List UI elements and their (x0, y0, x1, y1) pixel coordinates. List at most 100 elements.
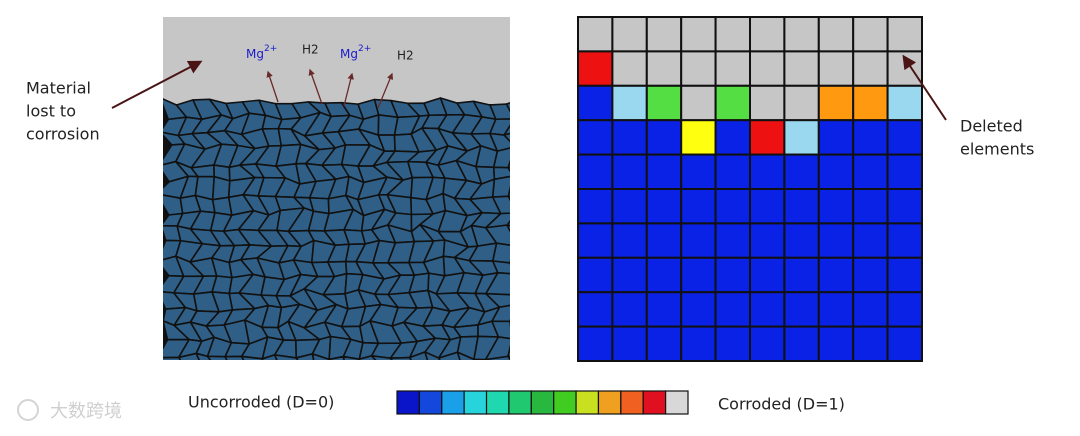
color-bar-cell (620, 390, 644, 415)
grain (489, 103, 510, 121)
element (714, 256, 751, 294)
species: H2 (397, 49, 414, 63)
grain (507, 185, 510, 198)
element (852, 325, 889, 363)
grain (507, 166, 510, 173)
element (680, 291, 717, 328)
element (645, 188, 683, 225)
arrow (902, 54, 947, 121)
grain (507, 159, 510, 169)
grain (177, 352, 201, 360)
element (680, 256, 717, 294)
grain (163, 356, 182, 360)
element (886, 188, 923, 225)
annotation-line: corrosion (26, 125, 100, 144)
element (817, 188, 855, 225)
element (611, 153, 648, 191)
grain (206, 355, 228, 360)
species: Mg2+ (340, 44, 371, 61)
element (680, 16, 717, 53)
element (611, 188, 648, 225)
grain (491, 304, 510, 323)
color-bar-cell (553, 390, 577, 415)
element (749, 325, 786, 363)
grain (211, 175, 231, 201)
color-bar-cell (485, 390, 510, 415)
grain (506, 224, 510, 233)
element (749, 188, 786, 225)
element (611, 222, 648, 259)
element (611, 50, 648, 87)
grain (503, 132, 510, 143)
element (783, 188, 820, 225)
element (645, 153, 683, 191)
color-bar-cell (463, 390, 488, 415)
grain (295, 353, 315, 360)
legend-label: Corroded (D=1) (718, 395, 845, 414)
element (749, 153, 786, 191)
element (714, 291, 751, 328)
element (680, 50, 717, 87)
grain (507, 344, 510, 358)
element (645, 84, 683, 122)
element (852, 222, 889, 259)
grain (358, 355, 377, 360)
element (645, 119, 683, 156)
arrow (343, 72, 354, 107)
element (886, 291, 923, 328)
element (611, 16, 648, 53)
element (852, 16, 889, 53)
color-bar-cell (418, 390, 443, 415)
element (577, 222, 614, 259)
element (852, 84, 889, 122)
grain (511, 293, 529, 305)
grain (240, 355, 264, 360)
color-bar-cell (530, 390, 555, 415)
element (817, 153, 855, 191)
element (680, 188, 717, 225)
element (680, 222, 717, 259)
color-bar (396, 390, 689, 415)
element (852, 256, 889, 294)
annotation-line: Deleted (960, 117, 1023, 136)
grain (473, 358, 487, 360)
element (783, 291, 820, 328)
species-base: Mg (340, 47, 358, 61)
element (714, 50, 751, 87)
grain (507, 195, 510, 202)
element (645, 16, 683, 53)
grain (328, 355, 345, 360)
element (783, 222, 820, 259)
element (714, 16, 751, 53)
element (749, 84, 786, 122)
element (886, 119, 923, 156)
element (886, 325, 923, 363)
species: Mg2+ (246, 44, 277, 61)
grain (507, 355, 510, 360)
element (783, 153, 820, 191)
watermark-logo (17, 399, 39, 421)
element (680, 325, 717, 363)
color-bar-cell (441, 390, 465, 415)
element (817, 222, 855, 259)
element (577, 119, 614, 156)
grain (484, 224, 510, 246)
grain (485, 292, 510, 309)
arrow (266, 70, 279, 103)
grain (342, 355, 361, 360)
grain (509, 320, 510, 328)
element (817, 256, 855, 294)
element (714, 325, 751, 363)
grain (506, 220, 510, 227)
element (817, 84, 855, 122)
grain (508, 260, 510, 264)
legend-label: Uncorroded (D=0) (188, 393, 334, 412)
annotation-line: elements (960, 140, 1034, 159)
grain (195, 352, 212, 360)
grain (492, 242, 510, 264)
grain (492, 166, 510, 181)
grain (224, 355, 245, 360)
element (714, 153, 751, 191)
element (886, 84, 923, 122)
element (817, 291, 855, 328)
